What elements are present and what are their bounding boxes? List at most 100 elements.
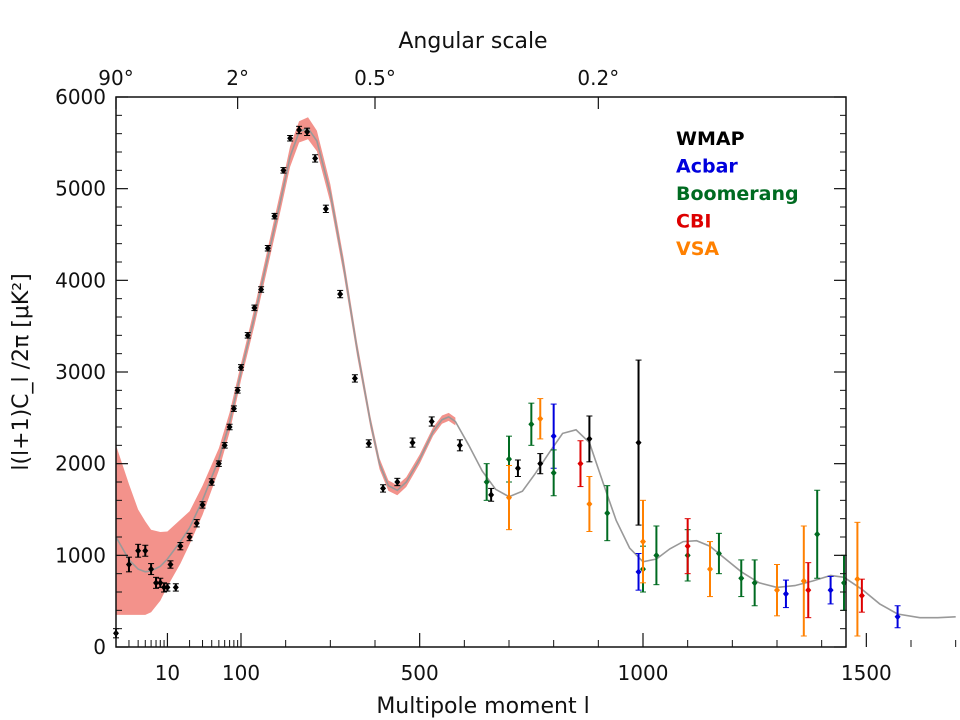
data-point: [653, 551, 660, 559]
data-point: [199, 501, 206, 509]
data-point: [251, 304, 258, 312]
y-tick-label: 1000: [55, 543, 106, 567]
data-point: [894, 613, 901, 621]
data-point: [506, 494, 512, 502]
y-axis-ticks: 0 1000 2000 3000 4000 5000 6000: [55, 85, 846, 659]
data-point: [409, 439, 416, 447]
data-point: [193, 519, 200, 527]
data-point: [296, 126, 303, 134]
data-point: [488, 491, 495, 499]
data-point: [167, 561, 174, 568]
plot-frame: [115, 96, 847, 648]
x-tick-label: 1500: [841, 661, 892, 685]
data-point: [514, 464, 521, 472]
data-point: [161, 583, 168, 591]
data-point: [800, 577, 807, 585]
y-tick-label: 3000: [55, 360, 106, 384]
data-point: [537, 460, 544, 468]
legend-entry-wmap: WMAP: [676, 128, 745, 150]
data-point: [125, 561, 132, 568]
legend-entry-acbar: Acbar: [676, 156, 738, 178]
y-tick-label: 2000: [55, 452, 106, 476]
series-cbi: [577, 440, 865, 619]
data-point: [280, 166, 287, 174]
data-point: [177, 542, 184, 550]
data-point: [456, 441, 463, 449]
data-point: [264, 244, 271, 252]
data-point: [304, 128, 311, 136]
data-point: [483, 478, 490, 486]
plot-border: [115, 96, 847, 648]
best-fit-curve: [115, 127, 956, 619]
data-point: [528, 420, 535, 428]
x-axis-title: Multipole moment l: [376, 694, 589, 719]
data-point: [172, 583, 179, 591]
legend-entry-boomerang: Boomerang: [676, 183, 799, 205]
data-point: [640, 538, 646, 546]
model-uncertainty-band: [116, 117, 456, 615]
data-point: [428, 418, 435, 425]
legend-entry-vsa: VSA: [676, 238, 719, 260]
series-boomerang: [483, 402, 847, 611]
data-point: [506, 455, 512, 463]
y-tick-label: 4000: [55, 268, 106, 292]
data-point: [774, 586, 780, 594]
data-point: [238, 363, 244, 371]
data-point: [814, 530, 821, 538]
uncertainty-band: [116, 117, 456, 615]
data-point: [337, 290, 344, 298]
x-tick-label: 500: [401, 661, 439, 685]
model-curve: [115, 127, 956, 619]
legend: WMAP Acbar Boomerang CBI VSA: [676, 128, 799, 260]
data-point: [394, 478, 401, 486]
top-tick-label: 0.5°: [354, 66, 396, 90]
x-tick-label: 1000: [618, 661, 669, 685]
data-point: [577, 460, 584, 468]
data-point: [854, 575, 861, 583]
series-acbar: [550, 403, 901, 629]
data-point: [858, 592, 865, 600]
y-tick-label: 6000: [55, 85, 106, 109]
data-point: [635, 568, 642, 576]
data-point: [738, 574, 745, 582]
data-point: [153, 579, 160, 587]
top-tick-label: 2°: [226, 66, 249, 90]
y-tick-label: 5000: [55, 177, 106, 201]
data-point: [164, 583, 171, 591]
data-point: [586, 500, 593, 508]
data-point: [234, 386, 241, 394]
data-point: [135, 547, 142, 555]
y-tick-label: 0: [93, 635, 106, 659]
top-tick-label: 0.2°: [577, 66, 619, 90]
data-point: [258, 286, 265, 293]
data-point: [226, 423, 233, 431]
data-point: [208, 478, 215, 486]
data-point: [271, 212, 278, 220]
series-vsa: [506, 398, 861, 637]
data-point: [586, 435, 593, 443]
data-point: [287, 134, 294, 142]
data-point: [751, 579, 758, 587]
data-point: [715, 550, 722, 557]
data-point: [215, 460, 222, 468]
top-tick-label: 90°: [98, 66, 133, 90]
data-point: [157, 579, 164, 587]
x-tick-label: 10: [155, 661, 180, 685]
data-point: [537, 415, 544, 423]
data-point: [684, 542, 691, 550]
data-point: [782, 590, 789, 598]
data-point: [322, 205, 329, 213]
data-point: [805, 586, 812, 594]
data-point: [312, 154, 319, 162]
data-point: [604, 509, 611, 517]
data-point: [827, 586, 834, 594]
series-wmap: [113, 125, 642, 639]
data-point: [365, 440, 372, 447]
data-point: [550, 469, 557, 477]
data-point: [380, 484, 387, 492]
legend-entry-cbi: CBI: [676, 211, 712, 233]
data-point: [550, 432, 557, 440]
data-point: [635, 439, 642, 447]
data-point: [707, 565, 713, 573]
